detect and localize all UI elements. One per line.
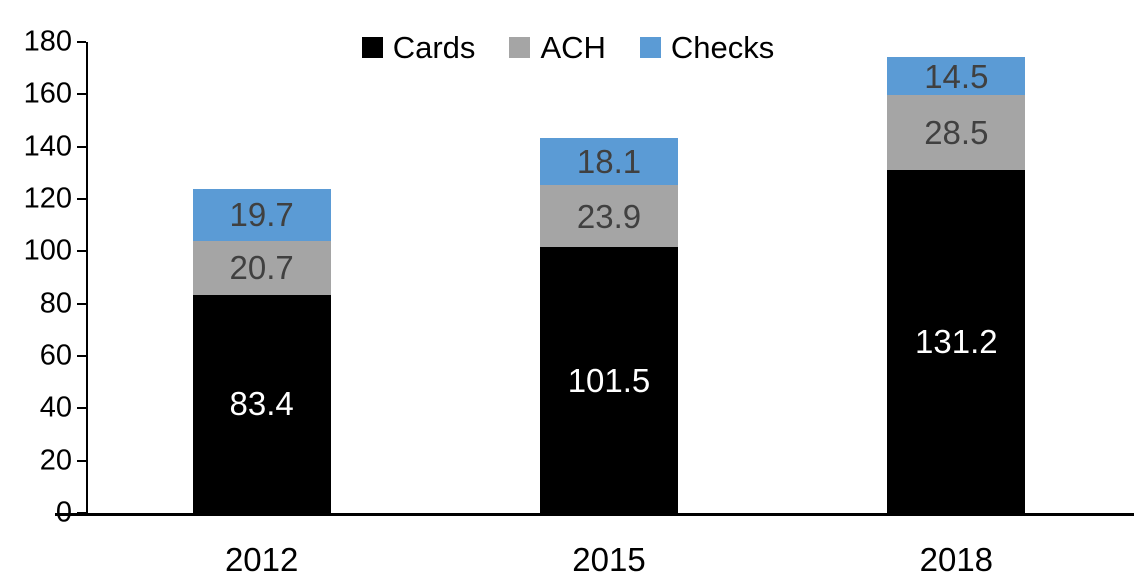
y-axis-line xyxy=(86,42,88,513)
y-axis-tick xyxy=(77,198,86,201)
segment-cards-2018: 131.2 xyxy=(887,169,1026,513)
legend-label: Checks xyxy=(670,30,775,65)
segment-value-label: 19.7 xyxy=(229,196,294,234)
legend-label: ACH xyxy=(540,30,606,65)
segment-value-label: 14.5 xyxy=(924,57,989,95)
y-axis-tick xyxy=(77,93,86,96)
bar-2015: 101.5 23.9 18.1 xyxy=(540,42,678,513)
legend-item-checks: Checks xyxy=(639,30,775,65)
x-axis-line xyxy=(55,513,1134,516)
bar-2012: 83.4 20.7 19.7 xyxy=(192,42,331,513)
y-axis-tick xyxy=(77,145,86,148)
y-axis-tick xyxy=(77,407,86,410)
y-axis-tick xyxy=(77,512,86,514)
segment-value-label: 23.9 xyxy=(576,197,642,235)
y-axis-tick xyxy=(77,459,86,462)
x-axis-label-2012: 2012 xyxy=(224,541,299,578)
y-axis-tick xyxy=(77,41,86,43)
y-axis-tick-label: 40 xyxy=(39,391,72,424)
segment-value-label: 28.5 xyxy=(924,113,989,151)
legend-swatch-ach xyxy=(509,37,531,58)
y-axis-tick-label: 0 xyxy=(55,496,72,529)
y-axis-tick-label: 80 xyxy=(39,287,72,320)
bar-2018: 131.2 28.5 14.5 xyxy=(887,42,1026,513)
x-axis-label-2018: 2018 xyxy=(919,541,994,578)
y-axis-tick-label: 120 xyxy=(23,182,72,215)
segment-value-label: 101.5 xyxy=(567,361,651,399)
y-axis-tick-label: 180 xyxy=(23,25,72,58)
legend-swatch-checks xyxy=(639,37,661,58)
y-axis-tick xyxy=(77,302,86,305)
y-axis-tick xyxy=(77,250,86,253)
plot-area: 0 20 40 60 80 100 120 140 160 180 83.4 20.7 19.7 2012… xyxy=(24,27,1134,576)
x-axis-label-2015: 2015 xyxy=(572,541,646,578)
y-axis-tick-label: 100 xyxy=(23,234,72,267)
y-axis-tick-label: 140 xyxy=(23,130,72,163)
segment-ach-2018: 28.5 xyxy=(887,95,1026,170)
segment-value-label: 131.2 xyxy=(915,322,998,360)
y-axis-tick-label: 60 xyxy=(39,339,72,372)
legend-label: Cards xyxy=(392,30,476,65)
segment-checks-2018: 14.5 xyxy=(887,57,1026,96)
legend-swatch-cards xyxy=(361,37,383,58)
legend-item-cards: Cards xyxy=(361,30,476,65)
segment-value-label: 18.1 xyxy=(576,142,642,180)
segment-value-label: 83.4 xyxy=(229,385,294,423)
legend: Cards ACH Checks xyxy=(0,32,1136,63)
y-axis-tick xyxy=(77,355,86,358)
segment-ach-2012: 20.7 xyxy=(192,240,331,295)
segment-ach-2015: 23.9 xyxy=(540,184,678,248)
segment-value-label: 20.7 xyxy=(229,249,294,287)
legend-item-ach: ACH xyxy=(509,30,606,65)
segment-cards-2015: 101.5 xyxy=(540,247,678,513)
segment-checks-2012: 19.7 xyxy=(192,189,331,241)
y-axis-tick-label: 20 xyxy=(39,444,72,477)
segment-cards-2012: 83.4 xyxy=(192,294,331,513)
segment-checks-2015: 18.1 xyxy=(540,137,678,185)
y-axis-tick-label: 160 xyxy=(23,77,72,110)
